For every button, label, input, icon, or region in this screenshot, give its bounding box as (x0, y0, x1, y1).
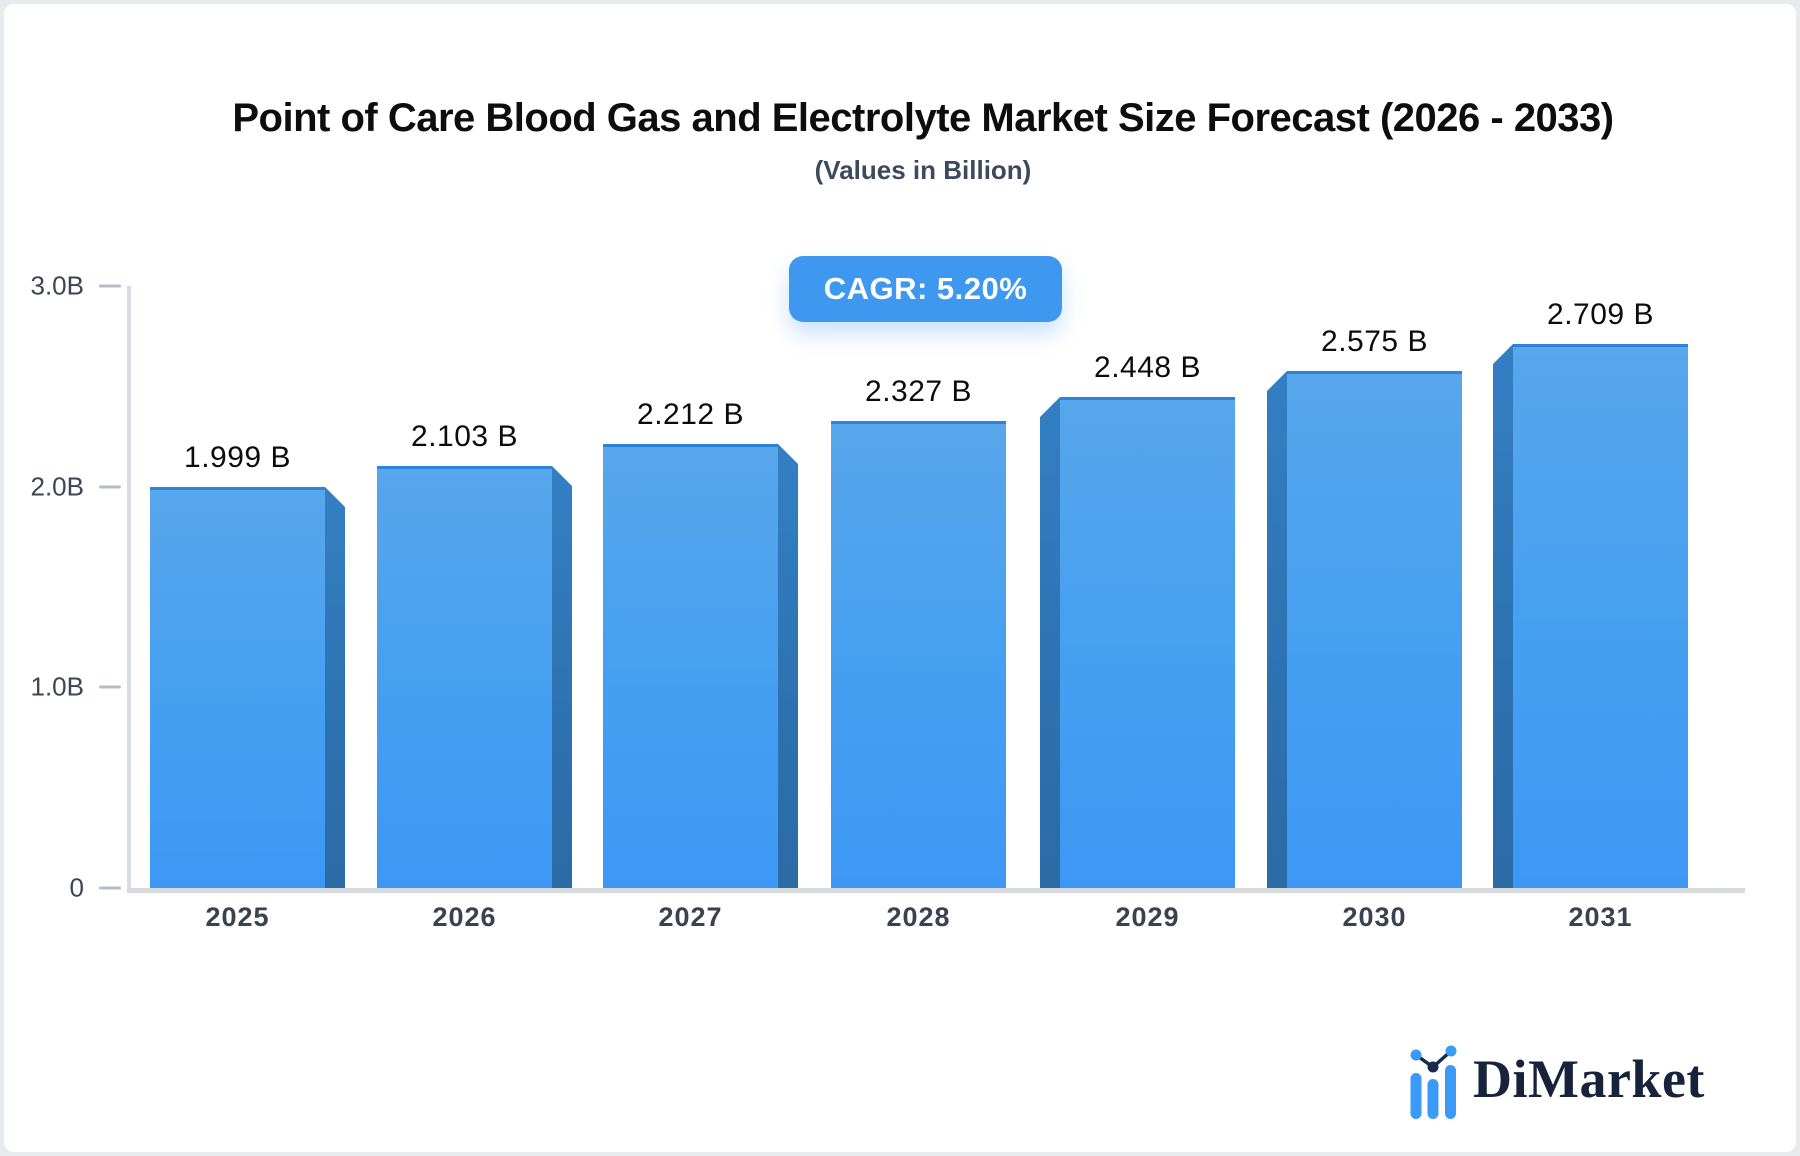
bar-face[interactable] (603, 444, 778, 888)
bar-side-shadow (1493, 344, 1513, 888)
bar-value-label: 2.212 B (637, 398, 744, 431)
y-tick-dash (99, 685, 121, 689)
bar-value-label: 2.103 B (411, 420, 518, 453)
bar-value-label: 2.575 B (1321, 325, 1428, 358)
x-axis-label: 2025 (205, 902, 270, 932)
brand-chart-icon (1410, 1045, 1457, 1119)
bar-side-shadow (552, 466, 572, 888)
chart-card: Point of Care Blood Gas and Electrolyte … (4, 4, 1796, 1152)
y-axis-line (127, 286, 131, 890)
bar-2030: 2.575 B 2030 (1267, 286, 1462, 932)
bar-value-label: 2.709 B (1547, 298, 1654, 331)
y-tick-label: 0 (69, 872, 84, 903)
x-axis-label: 2029 (1115, 902, 1180, 932)
bar-value-label: 1.999 B (184, 441, 291, 474)
bar-face[interactable] (831, 421, 1006, 888)
bar-face[interactable] (1287, 371, 1462, 888)
brand-name: DiMarket (1473, 1049, 1705, 1109)
chart-subtitle: (Values in Billion) (814, 155, 1032, 185)
x-axis-label: 2030 (1342, 902, 1407, 932)
bar-2025: 1.999 B 2025 (150, 286, 345, 932)
y-tick-0: 0 (9, 873, 121, 904)
bar-2029: 2.448 B 2029 (1040, 286, 1235, 932)
x-axis-label: 2027 (658, 902, 723, 932)
bar-side-shadow (1040, 397, 1060, 888)
bar-side-shadow (325, 487, 345, 888)
cagr-badge: CAGR: 5.20% (789, 256, 1062, 322)
y-tick-dash (99, 284, 121, 288)
y-tick-2b: 2.0B (9, 471, 121, 502)
chart-header: Point of Care Blood Gas and Electrolyte … (50, 4, 1796, 186)
brand-logo: DiMarket (1410, 1040, 1705, 1124)
y-tick-label: 2.0B (30, 471, 85, 502)
bar-side-shadow (778, 444, 798, 888)
x-axis-label: 2028 (886, 902, 951, 932)
bar-2026: 2.103 B 2026 (377, 286, 572, 932)
x-axis-line (127, 888, 1745, 893)
bar-2031: 2.709 B 2031 (1493, 286, 1688, 932)
bar-face[interactable] (150, 487, 325, 888)
bar-2028: 2.327 B 2028 (821, 286, 1016, 932)
x-axis-label: 2031 (1568, 902, 1633, 932)
chart-title: Point of Care Blood Gas and Electrolyte … (232, 96, 1614, 140)
bar-face[interactable] (1060, 397, 1235, 888)
y-tick-1b: 1.0B (9, 672, 121, 703)
bar-face[interactable] (377, 466, 552, 888)
y-tick-dash (99, 485, 121, 489)
bar-value-label: 2.448 B (1094, 351, 1201, 384)
cagr-badge-label: CAGR: 5.20% (823, 271, 1028, 306)
bar-face[interactable] (1513, 344, 1688, 888)
x-axis-label: 2026 (432, 902, 497, 932)
y-tick-dash (99, 886, 121, 890)
bar-side-shadow (1267, 371, 1287, 888)
plot-area: 3.0B 2.0B 1.0B 0 1.999 B 2025 2.103 B 20… (31, 271, 1745, 932)
bar-value-label: 2.327 B (865, 375, 972, 408)
y-tick-label: 1.0B (30, 671, 85, 702)
y-tick-label: 3.0B (30, 270, 85, 301)
y-tick-3b: 3.0B (9, 271, 121, 302)
bar-2027: 2.212 B 2027 (603, 286, 798, 932)
